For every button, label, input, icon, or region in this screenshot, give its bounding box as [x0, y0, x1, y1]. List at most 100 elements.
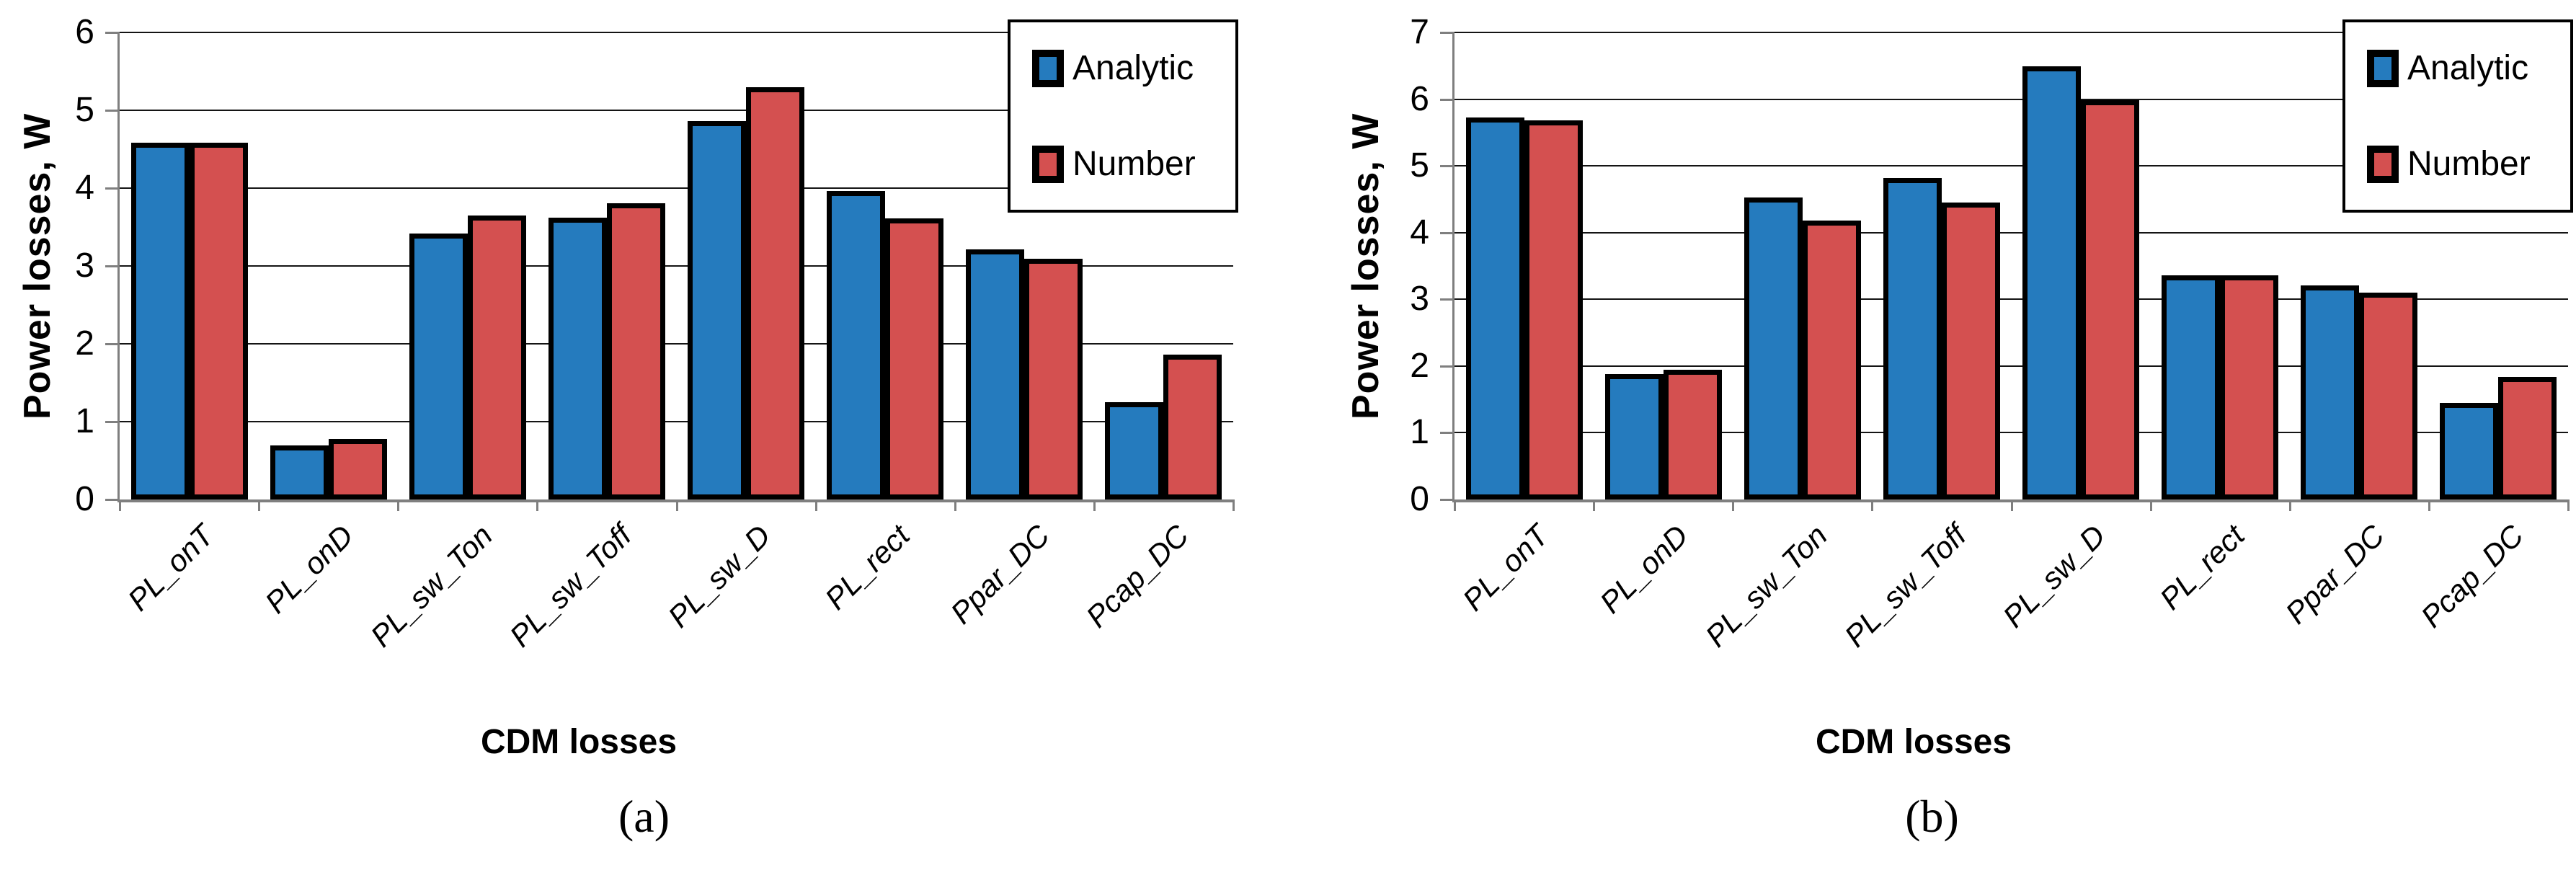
y-axis-tick: [105, 499, 120, 501]
legend: Analytic Number: [2342, 19, 2573, 213]
y-axis-tick: [1440, 499, 1454, 501]
x-axis-title: CDM losses: [480, 723, 678, 761]
x-axis-tick: [1233, 499, 1235, 511]
bar-number-PL_rect: [2220, 275, 2279, 499]
x-axis-tick: [397, 499, 400, 511]
y-axis-tick: [105, 110, 120, 112]
y-axis-tick: [1440, 432, 1454, 435]
x-tick-label: PL_sw_Toff: [1837, 518, 1973, 654]
y-tick-label: 2: [75, 324, 94, 363]
legend-label: Analytic: [1072, 49, 1194, 87]
bar-number-PL_sw_Toff: [606, 203, 665, 499]
bar-analytic-PL_rect: [2162, 275, 2221, 499]
bar-number-PL_onT: [1524, 120, 1583, 499]
y-axis-tick: [105, 421, 120, 423]
x-tick-label: PL_onT: [121, 518, 221, 618]
bar-analytic-PL_onD: [1604, 373, 1664, 499]
legend-item-analytic: Analytic: [2367, 48, 2570, 88]
legend-label: Analytic: [2407, 49, 2529, 87]
x-tick-label: PL_sw_Ton: [1698, 518, 1834, 654]
x-axis-tick: [814, 499, 817, 511]
number-swatch-icon: [2367, 145, 2399, 183]
analytic-swatch-icon: [1032, 49, 1064, 87]
x-axis-tick: [2288, 499, 2291, 511]
gridline: [120, 265, 1233, 267]
gridline: [120, 421, 1233, 422]
gridline: [1454, 432, 2568, 434]
bar-number-PL_onD: [328, 438, 387, 499]
category-group-PL_onD: [1594, 32, 1733, 499]
bar-number-PL_sw_Ton: [1802, 221, 1861, 499]
y-axis-tick: [1440, 365, 1454, 368]
x-axis-tick: [1593, 499, 1596, 511]
x-tick-label: PL_sw_D: [661, 518, 778, 634]
bar-number-Pcap_DC: [1163, 355, 1222, 499]
bar-analytic-PL_onT: [1465, 117, 1524, 499]
bar-number-PL_rect: [885, 218, 944, 499]
category-group-PL_onD: [259, 32, 398, 499]
y-tick-label: 5: [75, 91, 94, 129]
bar-analytic-PL_sw_Toff: [548, 218, 607, 499]
bar-number-Ppar_DC: [2359, 293, 2418, 499]
legend-item-number: Number: [1032, 144, 1235, 184]
bar-analytic-PL_onD: [270, 445, 329, 499]
y-tick-label: 7: [1410, 13, 1429, 51]
y-axis-tick: [1440, 32, 1454, 34]
y-axis-tick: [1440, 298, 1454, 301]
panel-caption: (b): [1905, 791, 1959, 842]
gridline: [1454, 32, 2568, 33]
x-axis-tick: [2567, 499, 2570, 511]
category-group-PL_sw_D: [2012, 32, 2151, 499]
bar-analytic-Ppar_DC: [966, 249, 1025, 499]
y-axis-tick: [105, 343, 120, 345]
gridline: [1454, 98, 2568, 100]
category-group-PL_onT: [1454, 32, 1594, 499]
x-tick-label: PL_sw_Toff: [502, 518, 639, 654]
category-group-Pcap_DC: [2429, 32, 2568, 499]
y-axis-tick: [1440, 165, 1454, 168]
x-axis-tick: [119, 499, 121, 511]
bar-analytic-Pcap_DC: [2440, 402, 2499, 499]
category-group-PL_sw_D: [677, 32, 816, 499]
plot-area: Analytic Number 0 1 2 3 4 5 6 PL_onT PL_onD PL_sw…: [75, 15, 1238, 653]
y-tick-label: 2: [1410, 346, 1429, 385]
y-tick-label: 6: [1410, 79, 1429, 118]
bar-number-PL_sw_Ton: [467, 215, 526, 499]
x-axis-tick: [1093, 499, 1096, 511]
x-tick-label: PL_sw_D: [1996, 518, 2113, 634]
plot-area: Analytic Number 0 1 2 3 4 5 6 7 PL_onT PL_onD PL_s…: [1410, 15, 2573, 653]
x-axis-title: CDM losses: [1815, 723, 2012, 761]
y-axis-tick: [1440, 231, 1454, 234]
bar-analytic-PL_sw_D: [2022, 66, 2082, 499]
y-axis-tick: [105, 32, 120, 34]
bar-analytic-PL_sw_Ton: [409, 233, 468, 499]
panel-caption: (a): [618, 791, 670, 842]
y-tick-label: 5: [1410, 146, 1429, 185]
gridline: [1454, 165, 2568, 167]
bar-number-PL_sw_D: [2081, 100, 2140, 499]
legend: Analytic Number: [1008, 19, 1238, 213]
x-axis-tick: [258, 499, 261, 511]
category-group-PL_rect: [2151, 32, 2290, 499]
bar-analytic-PL_sw_Toff: [1883, 177, 1942, 499]
gridline: [120, 110, 1233, 111]
y-tick-label: 4: [75, 169, 94, 207]
gridline: [120, 32, 1233, 33]
bar-analytic-PL_rect: [827, 191, 886, 499]
bar-number-Ppar_DC: [1024, 259, 1083, 499]
y-tick-label: 0: [1410, 480, 1429, 518]
bar-number-PL_onT: [189, 143, 248, 499]
category-group-Pcap_DC: [1094, 32, 1233, 499]
category-group-PL_onT: [120, 32, 259, 499]
x-tick-label: PL_onD: [258, 518, 360, 620]
gridline: [1454, 365, 2568, 367]
bar-analytic-Pcap_DC: [1105, 402, 1164, 499]
category-group-PL_sw_Toff: [1872, 32, 2011, 499]
bar-number-Pcap_DC: [2498, 376, 2557, 499]
bar-number-PL_sw_D: [746, 86, 805, 499]
legend-item-analytic: Analytic: [1032, 48, 1235, 88]
x-axis-tick: [954, 499, 956, 511]
category-group-Ppar_DC: [955, 32, 1094, 499]
x-tick-label: Pcap_DC: [2414, 518, 2530, 634]
